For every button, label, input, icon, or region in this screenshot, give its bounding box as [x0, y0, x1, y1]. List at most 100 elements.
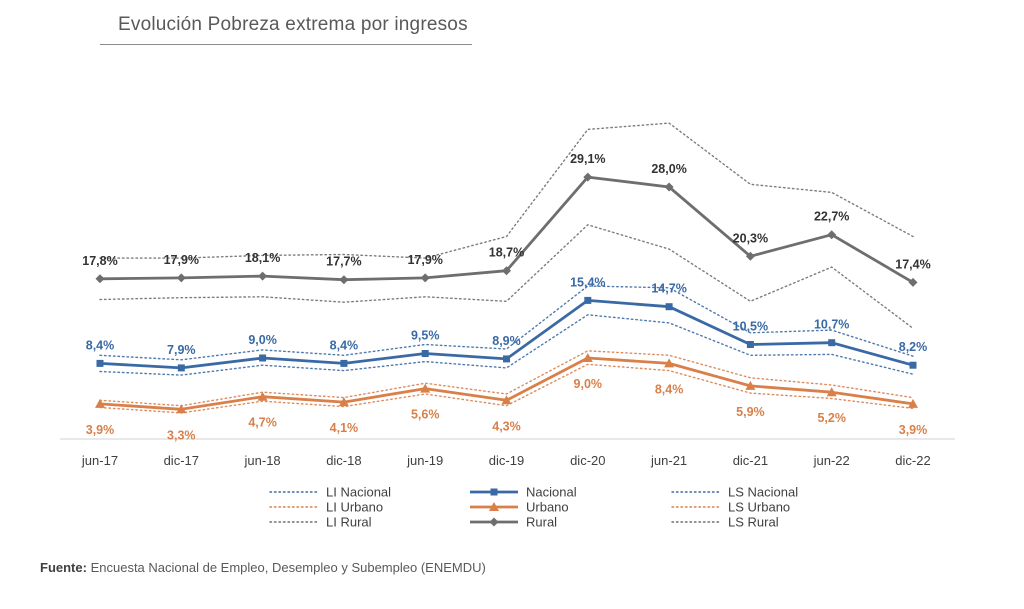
li-urbano-line: [99, 363, 914, 414]
li-nacional-line: [99, 314, 914, 376]
urbano-data-label: 9,0%: [574, 377, 603, 391]
legend-item-li-rural: LI Rural: [269, 515, 372, 530]
legend-label-rural: Rural: [526, 515, 557, 530]
x-tick-label: dic-18: [326, 453, 361, 468]
title-underline: [100, 44, 472, 45]
urbano-data-label: 3,3%: [167, 428, 196, 442]
x-tick-label: dic-20: [570, 453, 605, 468]
source-text: Encuesta Nacional de Empleo, Desempleo y…: [90, 560, 486, 575]
rural-data-label: 17,9%: [164, 253, 199, 267]
nacional-point: [96, 359, 104, 367]
urbano-point: [420, 383, 431, 393]
rural-data-label: 28,0%: [651, 162, 686, 176]
urbano-point: [501, 395, 512, 405]
urbano-data-label: 4,3%: [492, 419, 521, 433]
nacional-data-label: 9,5%: [411, 329, 440, 343]
rural-data-label: 29,1%: [570, 152, 605, 166]
nacional-data-label: 8,4%: [330, 338, 359, 352]
rural-data-label: 20,3%: [733, 231, 768, 245]
urbano-point: [176, 404, 187, 414]
nacional-data-label: 8,9%: [492, 334, 521, 348]
legend-label-urbano: Urbano: [526, 500, 569, 515]
urbano-point: [826, 387, 837, 397]
rural-data-label: 17,4%: [895, 257, 930, 271]
chart-title: Evolución Pobreza extrema por ingresos: [118, 14, 468, 35]
legend-item-li-nacional: LI Nacional: [269, 485, 391, 500]
rural-point: [176, 273, 186, 283]
rural-point: [664, 182, 674, 192]
urbano-point: [338, 397, 349, 407]
urbano-data-label: 8,4%: [655, 382, 684, 396]
nacional-point: [584, 296, 592, 304]
legend-label-li-urbano: LI Urbano: [326, 500, 383, 515]
x-axis: jun-17 dic-17 jun-18 dic-18 jun-19 dic-19 dic-…: [60, 438, 955, 468]
legend-item-ls-nacional: LS Nacional: [671, 485, 798, 500]
urbano-point: [257, 391, 268, 401]
rural-data-label: 18,7%: [489, 246, 524, 260]
rural-point: [339, 275, 349, 285]
nacional-point: [503, 355, 510, 363]
rural-point: [583, 172, 593, 182]
nacional-data-label: 8,4%: [86, 338, 115, 352]
legend-label-ls-urbano: LS Urbano: [728, 500, 790, 515]
series-lines: [95, 172, 918, 414]
x-tick-label: dic-22: [895, 453, 930, 468]
legend-marker-rural: [489, 517, 499, 527]
legend-marker-urbano: [489, 502, 499, 511]
rural-point: [745, 251, 755, 261]
x-tick-label: jun-17: [81, 453, 118, 468]
nacional-data-label: 8,2%: [899, 340, 928, 354]
urbano-data-label: 4,7%: [248, 416, 277, 430]
x-tick-label: dic-19: [489, 453, 524, 468]
ls-rural-line: [99, 122, 914, 259]
nacional-point: [909, 361, 917, 369]
legend-label-li-rural: LI Rural: [326, 515, 372, 530]
x-tick-label: jun-19: [406, 453, 443, 468]
nacional-data-label: 7,9%: [167, 343, 196, 357]
ls-urbano-line: [99, 350, 914, 407]
legend: LI Nacional Nacional LS Nacional LI Urbano U…: [269, 485, 798, 530]
nacional-point: [665, 303, 673, 311]
nacional-point: [421, 350, 429, 357]
legend-item-rural: Rural: [470, 515, 557, 530]
nacional-point: [177, 364, 185, 372]
urbano-data-label: 4,1%: [330, 421, 359, 435]
rural-point: [420, 273, 430, 283]
urbano-data-label: 3,9%: [899, 423, 928, 437]
nacional-data-label: 9,0%: [248, 333, 277, 347]
x-tick-label: dic-17: [164, 453, 199, 468]
rural-data-label: 18,1%: [245, 251, 280, 265]
nacional-point: [259, 354, 267, 362]
urbano-data-label: 5,9%: [736, 405, 765, 419]
urbano-point: [664, 358, 675, 368]
rural-point: [827, 230, 837, 240]
ls-nacional-line: [99, 285, 914, 361]
source-note: Fuente: Encuesta Nacional de Empleo, Des…: [40, 560, 486, 575]
urbano-point: [908, 398, 918, 408]
nacional-data-label: 10,7%: [814, 318, 849, 332]
legend-item-ls-rural: LS Rural: [671, 515, 779, 530]
urbano-data-label: 3,9%: [86, 423, 115, 437]
legend-item-li-urbano: LI Urbano: [269, 500, 383, 515]
rural-data-label: 17,7%: [326, 255, 361, 269]
nacional-point: [746, 341, 754, 348]
urbano-point: [582, 353, 593, 362]
nacional-point: [340, 359, 348, 367]
rural-point: [258, 271, 268, 281]
legend-marker-nacional: [490, 488, 498, 496]
nacional-data-label: 14,7%: [651, 282, 686, 296]
legend-item-ls-urbano: LS Urbano: [671, 500, 790, 515]
urbano-data-label: 5,6%: [411, 408, 440, 422]
data-labels: 8,4% 7,9% 9,0% 8,4% 9,5% 8,9% 15,4% 14,7% 10,5% 1…: [82, 152, 930, 442]
urbano-point: [95, 398, 105, 408]
urbano-point: [745, 380, 756, 390]
legend-item-nacional: Nacional: [470, 485, 577, 500]
x-tick-label: dic-21: [733, 453, 768, 468]
confidence-bounds: [99, 122, 914, 414]
source-label: Fuente:: [40, 560, 87, 575]
urbano-data-label: 5,2%: [817, 411, 846, 425]
nacional-point: [828, 339, 836, 347]
nacional-data-label: 10,5%: [733, 320, 768, 334]
legend-label-nacional: Nacional: [526, 485, 577, 500]
